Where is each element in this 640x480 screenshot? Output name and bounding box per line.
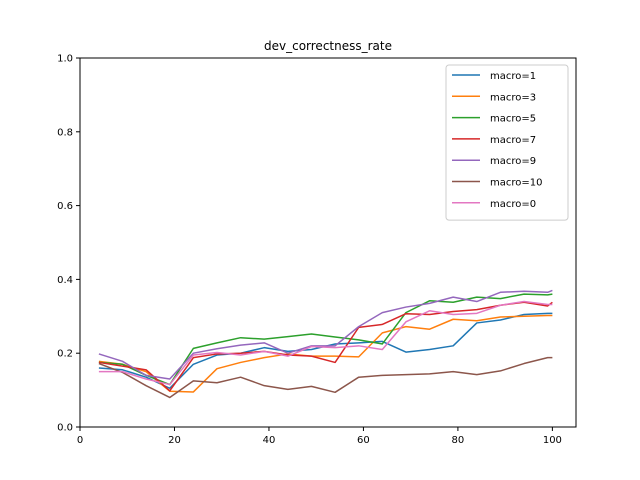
x-axis: 0 20 40 60 80 100 bbox=[77, 427, 562, 446]
y-tick-label: 1.0 bbox=[57, 54, 73, 65]
y-tick-label: 0.0 bbox=[57, 423, 73, 434]
legend-label: macro=0 bbox=[490, 199, 536, 210]
series-line-macro-7 bbox=[98, 301, 553, 392]
x-tick-label: 0 bbox=[77, 435, 83, 446]
chart-title: dev_correctness_rate bbox=[264, 39, 392, 53]
x-tick-label: 60 bbox=[357, 435, 370, 446]
legend-label: macro=5 bbox=[490, 114, 536, 125]
legend-label: macro=3 bbox=[490, 92, 536, 103]
y-axis: 0.0 0.2 0.4 0.6 0.8 1.0 bbox=[57, 54, 80, 434]
x-tick-label: 100 bbox=[543, 435, 562, 446]
series-line-macro-10 bbox=[98, 356, 553, 399]
plot-frame bbox=[79, 57, 577, 428]
legend: macro=1 macro=3 macro=5 macro=7 macro=9 macro… bbox=[445, 64, 569, 221]
x-tick-label: 40 bbox=[263, 435, 276, 446]
series-line-macro-5 bbox=[98, 293, 553, 386]
y-tick-label: 0.4 bbox=[57, 275, 73, 286]
legend-label: macro=9 bbox=[490, 156, 536, 167]
y-tick-label: 0.2 bbox=[57, 349, 73, 360]
x-tick-label: 20 bbox=[168, 435, 181, 446]
legend-label: macro=10 bbox=[490, 178, 542, 189]
x-tick-label: 80 bbox=[452, 435, 465, 446]
series-line-macro-9 bbox=[98, 289, 553, 380]
y-tick-label: 0.6 bbox=[57, 201, 73, 212]
legend-label: macro=1 bbox=[490, 71, 536, 82]
legend-label: macro=7 bbox=[490, 135, 536, 146]
series-line-macro-0 bbox=[98, 300, 553, 386]
series-layer bbox=[98, 289, 553, 399]
y-tick-label: 0.8 bbox=[57, 127, 73, 138]
